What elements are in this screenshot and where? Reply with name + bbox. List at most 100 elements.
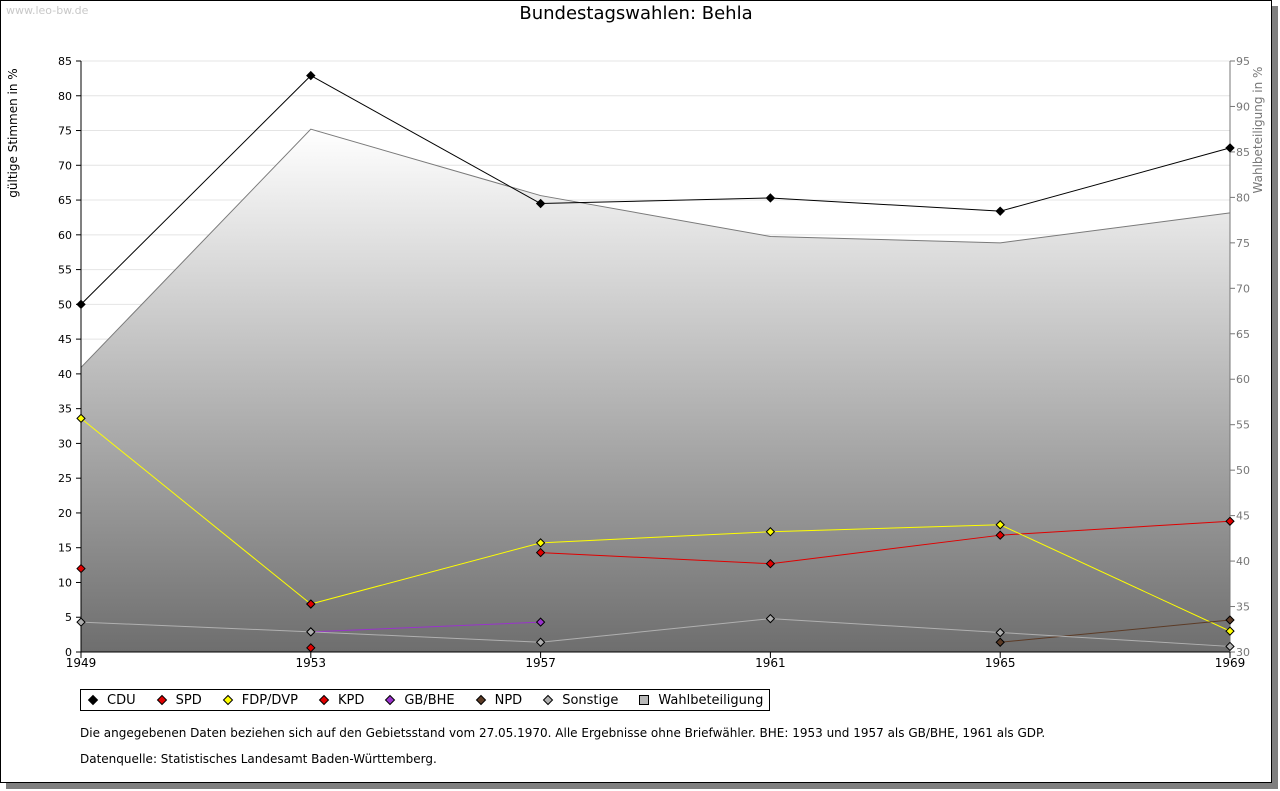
- point-spd-1961: [765, 558, 776, 569]
- legend-label: Sonstige: [562, 692, 619, 708]
- point-cdu-1961: [765, 193, 776, 203]
- series-npd: [995, 615, 1235, 647]
- frame-shadow-bottom: [6, 783, 1278, 789]
- y2-tick-label: 35: [1236, 601, 1250, 614]
- legend-label: GB/BHE: [404, 692, 455, 708]
- y-tick-label: 15: [58, 542, 72, 555]
- point-npd-1965: [995, 637, 1005, 647]
- point-gb-bhe-1957: [535, 617, 546, 627]
- y-tick-label: 20: [58, 507, 72, 520]
- point-sonstige-1953: [306, 627, 316, 637]
- legend: CDU SPD FDP/DVP KPD GB/BHE NPD Sonstige Wahlbet…: [80, 689, 771, 711]
- point-spd-1953: [306, 643, 316, 653]
- x-tick-label: 1957: [525, 656, 556, 670]
- series-line-cdu: [310, 75, 541, 204]
- y2-tick-label: 80: [1236, 191, 1250, 204]
- point-npd-1969: [1225, 615, 1235, 625]
- series-cdu: [76, 70, 1235, 310]
- series-line-fdp-dvp: [310, 542, 541, 605]
- y-tick-label: 85: [58, 55, 72, 68]
- y-tick-label: 0: [65, 646, 72, 659]
- diamond-icon: [222, 694, 233, 706]
- point-sonstige-1969: [1225, 641, 1235, 652]
- legend-item-spd: SPD: [156, 693, 202, 708]
- y-tick-label: 70: [58, 159, 72, 172]
- y2-tick-label: 60: [1236, 373, 1250, 386]
- series-line-sonstige: [1000, 632, 1231, 647]
- legend-label: FDP/DVP: [241, 692, 298, 708]
- series-line-sonstige: [310, 631, 541, 643]
- y-tick-label: 60: [58, 229, 72, 242]
- series-line-fdp-dvp: [999, 524, 1231, 632]
- point-fdp-dvp-1957: [535, 538, 546, 548]
- diamond-icon: [156, 694, 167, 706]
- series-line-gb-bhe: [310, 621, 541, 633]
- series-line-sonstige: [80, 621, 311, 633]
- point-sonstige-1961: [765, 613, 776, 624]
- series-spd: [76, 516, 1235, 653]
- y-tick-label: 5: [65, 611, 72, 624]
- point-fdp-dvp-1949: [76, 413, 86, 424]
- point-cdu-1953: [306, 70, 316, 81]
- series-line-npd: [1000, 619, 1231, 643]
- y-tick-label: 55: [58, 264, 72, 277]
- point-spd-1969: [1225, 516, 1235, 526]
- point-sonstige-1965: [995, 627, 1005, 638]
- series-line-cdu: [1000, 147, 1231, 212]
- legend-item-npd: NPD: [475, 693, 522, 708]
- legend-label: KPD: [337, 692, 365, 708]
- legend-item-cdu: CDU: [87, 693, 136, 708]
- y2-tick-label: 70: [1236, 282, 1250, 295]
- series-sonstige: [76, 613, 1235, 652]
- x-tick-label: 1969: [1215, 656, 1246, 670]
- y-axis-label: gültige Stimmen in %: [6, 68, 20, 197]
- series-line-cdu: [770, 197, 1001, 212]
- series-line-spd: [770, 534, 1001, 565]
- frame-shadow-right: [1272, 6, 1278, 789]
- series-line-sonstige: [770, 618, 1001, 634]
- line-chart: 0 5 10 15 20 25 30 35 40 45 50 55 60 65 70 75 80 85 30 35 40…: [6, 55, 1265, 670]
- y2-tick-label: 75: [1236, 237, 1250, 250]
- diamond-icon: [385, 694, 396, 706]
- y2-tick-label: 55: [1236, 419, 1250, 432]
- y-tick-label: 50: [58, 298, 72, 311]
- axes: 0 5 10 15 20 25 30 35 40 45 50 55 60 65 70 75 80 85 30 35 40…: [58, 55, 1250, 670]
- chart-title: Bundestagswahlen: Behla: [519, 3, 753, 24]
- series-line-fdp-dvp: [770, 524, 1001, 533]
- y-tick-label: 80: [58, 90, 72, 103]
- diamond-icon: [475, 694, 486, 706]
- y2-tick-label: 30: [1236, 646, 1250, 659]
- series-line-sonstige: [540, 618, 771, 643]
- x-tick-label: 1961: [755, 656, 786, 670]
- y2-tick-label: 95: [1236, 55, 1250, 68]
- point-sonstige-1949: [76, 617, 86, 627]
- point-cdu-1969: [1225, 143, 1235, 153]
- y-tick-label: 30: [58, 437, 72, 450]
- watermark: www.leo-bw.de: [6, 4, 89, 17]
- x-tick-label: 1953: [296, 656, 327, 670]
- y-tick-label: 35: [58, 403, 72, 416]
- legend-item-gb-bhe: GB/BHE: [384, 692, 455, 708]
- y-tick-label: 65: [58, 194, 72, 207]
- y2-tick-label: 65: [1236, 328, 1250, 341]
- y-tick-label: 25: [58, 472, 72, 485]
- point-spd-1949: [76, 563, 86, 574]
- x-tick-label: 1965: [985, 656, 1016, 670]
- legend-item-kpd: KPD: [318, 693, 364, 708]
- series-line-fdp-dvp: [540, 531, 771, 544]
- diamond-icon: [318, 694, 330, 706]
- legend-label: Wahlbeteiligung: [658, 692, 764, 708]
- legend-label: SPD: [175, 692, 202, 708]
- series-line-cdu: [540, 197, 771, 205]
- y2-tick-label: 45: [1236, 510, 1250, 523]
- turnout-area: [80, 128, 1231, 652]
- point-spd-1957: [535, 547, 546, 558]
- series-line-cdu: [80, 75, 312, 305]
- y2-tick-label: 40: [1236, 555, 1250, 568]
- point-spd-1965: [995, 530, 1005, 540]
- y-tick-label: 40: [58, 368, 72, 381]
- series-line-fdp-dvp: [80, 417, 312, 605]
- y2-tick-label: 90: [1236, 100, 1250, 113]
- square-icon: [639, 695, 650, 705]
- y2-axis-label: Wahlbeteiligung in %: [1251, 67, 1265, 194]
